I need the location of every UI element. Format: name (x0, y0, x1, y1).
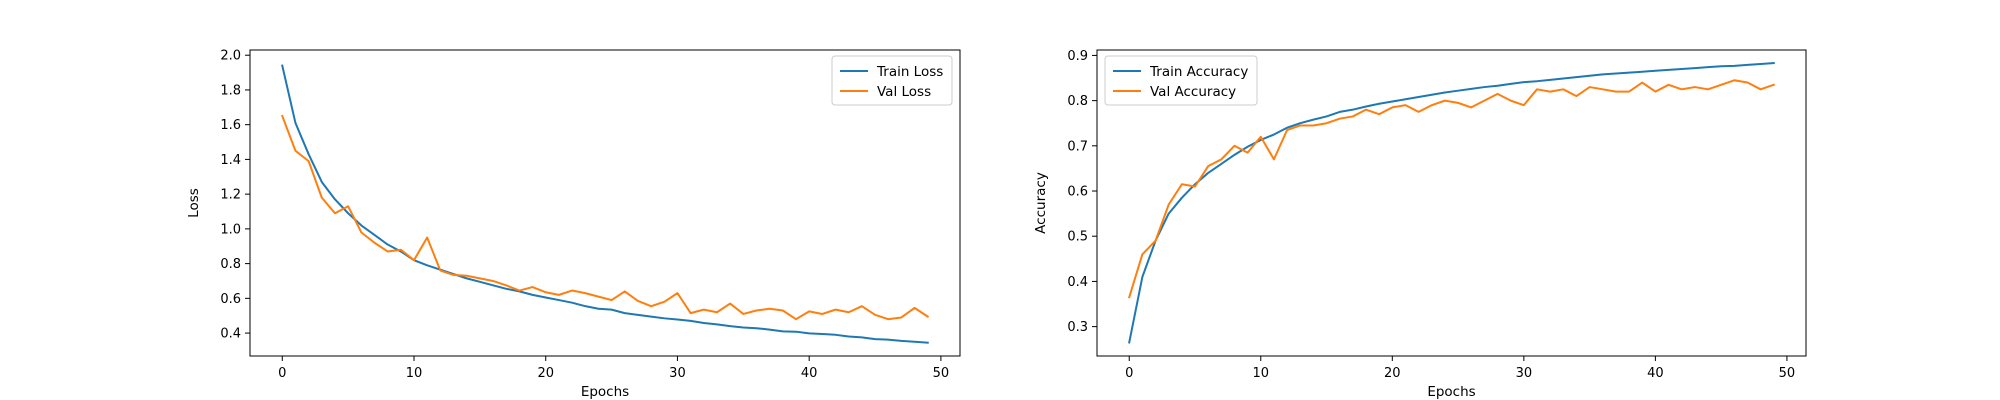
series-line-val-accuracy (1127, 79, 1776, 299)
y-tick-label: 0.4 (220, 327, 241, 342)
plot-frame (1096, 49, 1807, 357)
y-tick-label: 0.6 (1067, 185, 1088, 200)
x-tick-label: 40 (801, 366, 818, 381)
series-line-val-loss (280, 114, 930, 321)
x-axis-label: Epochs (581, 384, 629, 400)
plot-frame (249, 49, 961, 357)
y-tick-label: 1.4 (220, 153, 241, 168)
loss-plot: 0 10 20 30 40 50 0.4 0.6 0.8 1.0 1.2 1.4 1.6 1.8 2.0 Ep… (186, 49, 961, 400)
y-tick-label: 1.0 (220, 222, 241, 237)
y-tick-label: 2.0 (220, 49, 241, 64)
y-tick-label: 0.9 (1067, 49, 1088, 64)
x-tick-label: 10 (1252, 366, 1269, 381)
x-tick-label: 10 (406, 366, 423, 381)
y-tick-label: 0.6 (220, 292, 241, 307)
y-tick-label: 0.8 (220, 257, 241, 272)
x-axis-label: Epochs (1427, 384, 1475, 400)
series-line-train-accuracy (1128, 62, 1775, 344)
y-axis-label: Loss (186, 188, 202, 218)
y-tick-label: 1.2 (220, 188, 241, 203)
x-tick-label: 20 (537, 366, 554, 381)
legend: Train Accuracy Val Accuracy (1104, 55, 1258, 106)
y-axis-label: Accuracy (1033, 172, 1049, 234)
x-tick-label: 50 (1779, 366, 1796, 381)
legend: Train Loss Val Loss (831, 55, 953, 106)
legend-label: Train Accuracy (1149, 64, 1248, 80)
x-tick-label: 40 (1647, 366, 1664, 381)
x-tick-label: 0 (278, 366, 286, 381)
legend-box (831, 55, 953, 106)
accuracy-plot: 0 10 20 30 40 50 0.3 0.4 0.5 0.6 0.7 0.8 0.9 Epochs Ac… (1033, 49, 1807, 400)
y-tick-label: 0.3 (1067, 320, 1088, 335)
y-tick-label: 0.4 (1067, 275, 1088, 290)
x-tick-label: 30 (1516, 366, 1533, 381)
y-tick-label: 0.7 (1067, 139, 1088, 154)
y-tick-label: 1.6 (220, 118, 241, 133)
legend-label: Train Loss (876, 64, 943, 80)
legend-box (1104, 55, 1258, 106)
legend-label: Val Loss (877, 84, 931, 100)
x-tick-label: 50 (933, 366, 950, 381)
y-tick-label: 1.8 (220, 83, 241, 98)
legend-label: Val Accuracy (1150, 84, 1236, 100)
x-tick-label: 30 (669, 366, 686, 381)
y-tick-label: 0.8 (1067, 94, 1088, 109)
y-tick-label: 0.5 (1067, 230, 1088, 245)
x-tick-label: 20 (1384, 366, 1401, 381)
series-line-train-loss (281, 64, 929, 344)
x-tick-label: 0 (1125, 366, 1133, 381)
